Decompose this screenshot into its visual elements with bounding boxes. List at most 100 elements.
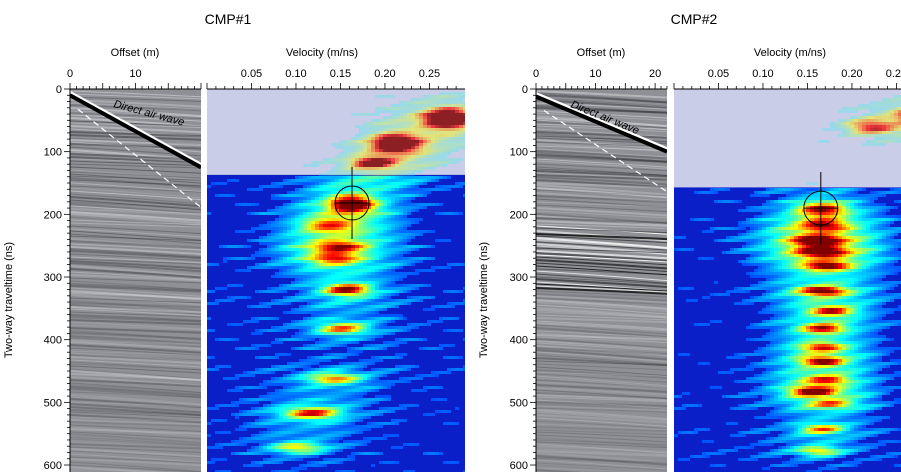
semblance-cell [431, 158, 435, 161]
semblance-cell [379, 452, 383, 455]
semblance-cell [455, 116, 459, 119]
semblance-cell [371, 320, 375, 323]
semblance-cell [359, 254, 363, 257]
semblance-cell [271, 236, 275, 239]
semblance-cell [459, 122, 463, 125]
semblance-cell [383, 257, 387, 260]
semblance-cell [291, 392, 295, 395]
semblance-cell [355, 149, 359, 152]
semblance-cell [303, 212, 307, 215]
semblance-cell [886, 101, 890, 104]
gather-reflection [70, 131, 201, 138]
semblance-cell [435, 101, 439, 104]
semblance-cell [359, 380, 363, 383]
semblance-cell [315, 182, 319, 185]
semblance-cell [894, 116, 898, 119]
semblance-cell [443, 344, 447, 347]
semblance-cell [443, 329, 447, 332]
semblance-cell [706, 191, 710, 194]
semblance-cell [399, 131, 403, 134]
gather-reflection [70, 347, 201, 356]
semblance-cell [287, 227, 291, 230]
gather-reflection [70, 388, 201, 399]
gather-reflection [70, 361, 201, 371]
semblance-cell [451, 128, 455, 131]
semblance-cell [287, 362, 291, 365]
semblance-cell [355, 413, 359, 416]
semblance-cell [307, 377, 311, 380]
semblance-cell [455, 119, 459, 122]
semblance-cell [307, 215, 311, 218]
semblance-cell [842, 188, 846, 191]
semblance-cell [311, 263, 315, 266]
semblance-cell [259, 224, 263, 227]
semblance-cell [375, 152, 379, 155]
semblance-cell [295, 380, 299, 383]
semblance-cell [327, 398, 331, 401]
semblance-cell [263, 416, 267, 419]
semblance-cell [427, 143, 431, 146]
semblance-cell [391, 287, 395, 290]
semblance-cell [403, 470, 407, 472]
semblance-cell [411, 260, 415, 263]
semblance-cell [866, 119, 870, 122]
semblance-cell [323, 371, 327, 374]
semblance-cell [367, 257, 371, 260]
semblance-cell [295, 335, 299, 338]
semblance-cell [343, 398, 347, 401]
semblance-cell [379, 425, 383, 428]
semblance-cell [407, 164, 411, 167]
gather-reflection [536, 131, 667, 139]
semblance-cell [387, 170, 391, 173]
semblance-cell [351, 425, 355, 428]
semblance-cell [331, 236, 335, 239]
semblance-cell [347, 398, 351, 401]
semblance-cell [315, 389, 319, 392]
semblance-cell [247, 212, 251, 215]
semblance-cell [379, 335, 383, 338]
semblance-cell [295, 242, 299, 245]
semblance-cell [327, 419, 331, 422]
semblance-cell [411, 125, 415, 128]
gather-reflection [70, 290, 201, 301]
semblance-cell [275, 368, 279, 371]
gather-reflection [536, 307, 667, 318]
semblance-cell [371, 380, 375, 383]
semblance-cell [323, 218, 327, 221]
semblance-cell [287, 224, 291, 227]
semblance-cell [403, 404, 407, 407]
semblance-cell [267, 245, 271, 248]
semblance-cell [407, 323, 411, 326]
semblance-cell [383, 323, 387, 326]
semblance-cell [359, 194, 363, 197]
semblance-cell [463, 140, 465, 143]
semblance-cell [307, 395, 311, 398]
semblance-cell [391, 182, 395, 185]
semblance-cell [415, 233, 419, 236]
semblance-cell [239, 230, 243, 233]
semblance-cell [315, 401, 319, 404]
semblance-cell [303, 419, 307, 422]
semblance-cell [319, 347, 323, 350]
semblance-cell [319, 434, 323, 437]
semblance-cell [463, 131, 465, 134]
semblance-cell [327, 245, 331, 248]
semblance-cell [247, 437, 251, 440]
semblance-cell [375, 425, 379, 428]
semblance-cell [451, 137, 455, 140]
semblance-cell [355, 281, 359, 284]
semblance-cell [355, 341, 359, 344]
semblance-cell [890, 128, 894, 131]
semblance-cell [311, 311, 315, 314]
semblance-cell [223, 257, 227, 260]
semblance-cell [447, 131, 451, 134]
semblance-cell [259, 290, 263, 293]
semblance-cell [427, 101, 431, 104]
semblance-cell [295, 443, 299, 446]
semblance-cell [391, 407, 395, 410]
semblance-cell [379, 329, 383, 332]
semblance-cell [403, 380, 407, 383]
semblance-cell [419, 137, 423, 140]
semblance-cell [319, 314, 323, 317]
semblance-cell [279, 401, 283, 404]
